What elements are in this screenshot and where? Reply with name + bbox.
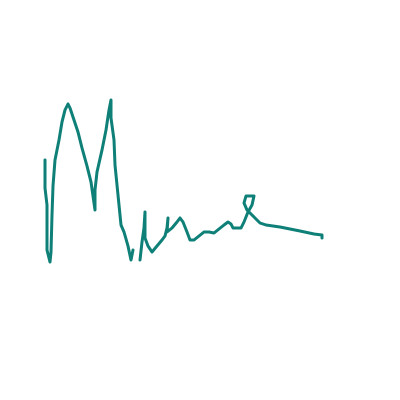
handwritten-signature [43,98,324,264]
